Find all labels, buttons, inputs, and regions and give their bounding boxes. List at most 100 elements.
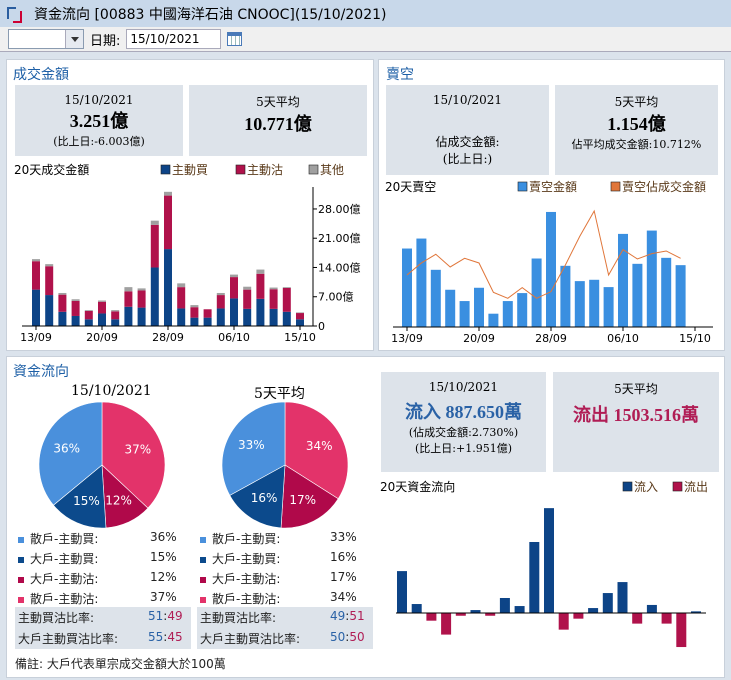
bar-inflow — [470, 610, 481, 613]
bar-outflow — [485, 613, 496, 616]
stock-combo[interactable] — [8, 29, 84, 49]
bar-inflow — [602, 593, 613, 613]
bar-other — [71, 299, 80, 301]
flow-chart: 20天資金流向 流入 流出 — [380, 479, 708, 648]
sell-ratio: 45 — [167, 630, 183, 644]
ratio2-value: 55:45 — [148, 630, 183, 644]
separator: : — [345, 630, 350, 644]
legend-other-swatch — [308, 164, 319, 175]
calendar-icon[interactable] — [227, 32, 243, 46]
bar-inflow — [544, 508, 554, 613]
bar-outflow — [426, 613, 437, 621]
legend-dot-icon — [18, 576, 24, 583]
turnover-chart: 20天成交金額 主動買 主動沽 其他 0 7.00億 14.00億 21.00億 28.00億 1… — [14, 162, 361, 344]
bar-sell — [98, 301, 106, 314]
pie-slice — [38, 401, 103, 506]
bar-outflow — [676, 613, 687, 648]
bar-sell — [164, 195, 172, 250]
legend-inflow-swatch — [622, 481, 633, 492]
legend-item: 散戶-主動沽: — [18, 590, 98, 607]
bar-outflow — [558, 613, 569, 630]
legend-short-ratio-swatch — [610, 181, 621, 192]
pie-label: 37% — [125, 442, 152, 456]
bar-other — [137, 288, 146, 291]
pie-label: 12% — [105, 493, 132, 507]
legend-dot-icon — [200, 596, 206, 603]
bar-other — [150, 220, 159, 225]
ratio2-value: 50:50 — [330, 630, 365, 644]
pie-avg-title: 5天平均 — [254, 386, 305, 402]
legend-dot-icon — [18, 596, 24, 603]
legend-pct: 12% — [150, 570, 177, 584]
legend-short-ratio: 賣空佔成交金額 — [622, 179, 706, 194]
x-tick-label: 28/09 — [535, 332, 567, 345]
legend-inflow: 流入 — [634, 480, 658, 494]
date-label: 日期: — [90, 33, 121, 49]
bar-buy — [190, 317, 199, 326]
turnover-avg-box: 5天平均 10.771億 — [189, 85, 367, 156]
sell-ratio: 50 — [349, 630, 365, 644]
bar-other — [58, 292, 67, 295]
pie-slice — [280, 464, 339, 529]
bar-inflow — [691, 611, 701, 613]
bar-inflow — [529, 541, 540, 613]
ratio2-label: 大戶主動買沽比率: — [200, 632, 301, 646]
legend-item: 大戶-主動買: — [200, 550, 280, 567]
date-input[interactable]: 15/10/2021 — [126, 29, 222, 49]
bar-sell — [58, 294, 67, 312]
ratio1-value: 49:51 — [330, 609, 365, 623]
bar-sell — [150, 224, 159, 268]
app-icon — [6, 6, 22, 23]
sell-ratio: 49 — [167, 609, 183, 623]
bar-buy — [32, 289, 40, 326]
pie-label: 16% — [251, 491, 278, 505]
bar-short — [618, 233, 628, 327]
bar-sell — [282, 287, 291, 312]
bar-sell — [111, 311, 120, 320]
avg-label: 5天平均 — [256, 95, 300, 109]
bar-short — [430, 269, 441, 327]
legend-dot-icon — [200, 536, 206, 543]
legend-label: 大戶-主動買: — [30, 552, 99, 566]
bar-other — [45, 264, 54, 267]
legend-short-amount: 賣空金額 — [529, 179, 577, 194]
panel-title: 賣空 — [386, 67, 414, 83]
bar-buy — [98, 313, 106, 326]
date: 15/10/2021 — [432, 93, 503, 107]
bar-buy — [137, 307, 146, 326]
legend-label: 散戶-主動沽: — [30, 592, 99, 606]
bar-buy — [164, 249, 172, 326]
sell-ratio: 51 — [349, 609, 365, 623]
pie-label: 36% — [53, 441, 80, 455]
chevron-down-icon[interactable] — [65, 30, 83, 48]
bar-inflow — [411, 604, 422, 613]
bar-short — [675, 265, 686, 327]
pie-today-title: 15/10/2021 — [71, 383, 152, 399]
pie-slice — [221, 401, 286, 496]
bar-buy — [243, 308, 252, 326]
legend-pct: 15% — [150, 550, 177, 564]
bar-short — [502, 301, 513, 327]
bar-short — [661, 257, 672, 327]
x-tick-label: 28/09 — [152, 331, 184, 344]
short-chart: 20天賣空 賣空金額 賣空佔成交金額 13/09 20/09 28/09 06/10 15/1… — [385, 179, 713, 345]
bar-short — [517, 293, 528, 327]
legend-sell-swatch — [235, 164, 246, 175]
legend-dot-icon — [18, 556, 24, 563]
legend-pct: 34% — [330, 590, 357, 604]
bar-sell — [177, 287, 186, 309]
bar-buy — [84, 319, 93, 326]
bar-sell — [71, 300, 80, 316]
bar-sell — [137, 290, 146, 308]
bar-other — [124, 287, 133, 292]
bar-other — [216, 292, 225, 296]
legend-label: 散戶-主動買: — [30, 532, 99, 546]
legend-dot-icon — [200, 556, 206, 563]
bar-sell — [216, 295, 225, 309]
bar-other — [269, 287, 278, 290]
x-tick-label: 15/10 — [284, 331, 316, 344]
separator: : — [345, 609, 350, 623]
bar-other — [177, 283, 186, 288]
bar-other — [296, 312, 304, 314]
bar-buy — [150, 267, 159, 326]
